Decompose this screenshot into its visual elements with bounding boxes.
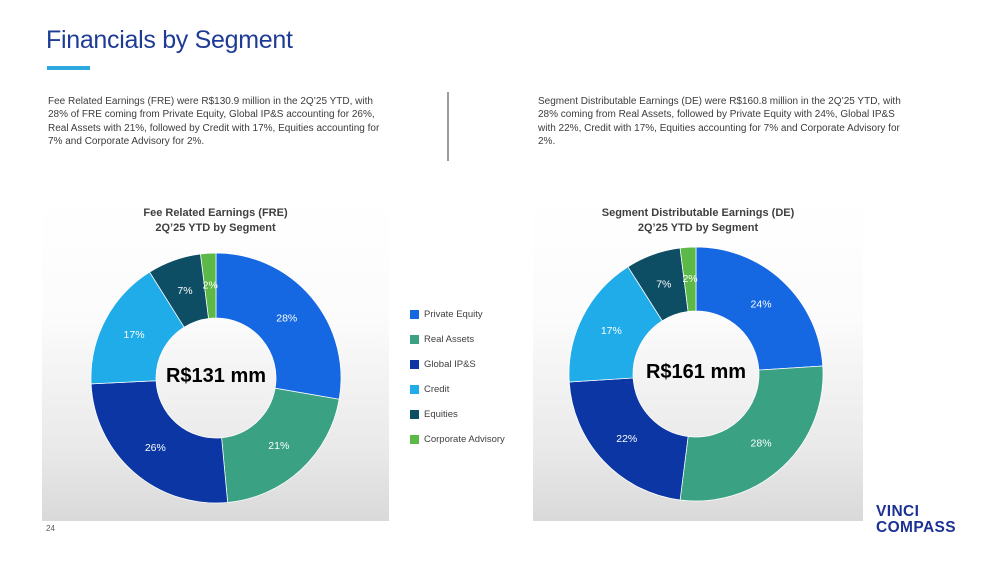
slice-label-equities: 7% [656, 279, 671, 291]
fre-summary-text: Fee Related Earnings (FRE) were R$130.9 … [48, 96, 380, 148]
de-chart-title-line2: 2Q’25 YTD by Segment [637, 222, 759, 234]
de-summary-text: Segment Distributable Earnings (DE) were… [538, 96, 901, 148]
legend-item-equities: Equities [410, 402, 505, 427]
slice-label-credit: 17% [124, 329, 145, 341]
legend-label: Corporate Advisory [424, 434, 505, 445]
donut-slice-real-assets [221, 387, 340, 503]
fre-donut: 28% 21% 26% 17% 7% 2% [90, 252, 342, 504]
legend-swatch-icon [410, 310, 419, 319]
vinci-compass-logo: VINCI COMPASS [876, 504, 956, 536]
slice-label-equities: 7% [177, 285, 192, 297]
fre-chart-title-line2: 2Q’25 YTD by Segment [155, 222, 276, 234]
slice-label-corporate-advisory: 2% [203, 280, 218, 292]
donut-slice-global-ip-s [90, 380, 229, 504]
donut-slice-credit [90, 271, 185, 385]
de-chart-title: Segment Distributable Earnings (DE) 2Q’2… [533, 206, 863, 236]
legend-label: Equities [424, 409, 458, 420]
title-accent-underline [47, 66, 90, 70]
legend-item-global-ip-s: Global IP&S [410, 352, 505, 377]
donut-slice-global-ip-s [568, 377, 689, 501]
fre-chart-title: Fee Related Earnings (FRE) 2Q’25 YTD by … [42, 206, 389, 236]
slice-label-global-ip-s: 26% [145, 442, 166, 454]
logo-line-vinci: VINCI [876, 503, 920, 520]
legend-item-credit: Credit [410, 377, 505, 402]
fre-chart-panel: Fee Related Earnings (FRE) 2Q’25 YTD by … [42, 200, 389, 521]
fre-donut-center-total: R$131 mm [165, 365, 267, 387]
de-chart-panel: Segment Distributable Earnings (DE) 2Q’2… [533, 200, 863, 521]
legend-item-real-assets: Real Assets [410, 327, 505, 352]
chart-legend: Private Equity Real Assets Global IP&S Cred… [410, 302, 505, 452]
legend-item-corporate-advisory: Corporate Advisory [410, 427, 505, 452]
legend-label: Credit [424, 384, 450, 395]
donut-slice-private-equity [695, 246, 824, 371]
legend-label: Private Equity [424, 309, 483, 320]
de-donut: 24% 28% 22% 17% 7% 2% [568, 246, 824, 502]
slice-label-real-assets: 21% [268, 440, 289, 452]
slice-label-global-ip-s: 22% [616, 433, 637, 445]
page-number: 24 [46, 524, 55, 533]
legend-swatch-icon [410, 410, 419, 419]
legend-item-private-equity: Private Equity [410, 302, 505, 327]
slice-label-private-equity: 28% [276, 312, 297, 324]
logo-line-compass: COMPASS [876, 519, 957, 536]
slice-label-private-equity: 24% [751, 299, 772, 311]
slice-label-real-assets: 28% [751, 437, 772, 449]
donut-slice-corporate-advisory [200, 252, 217, 319]
legend-swatch-icon [410, 360, 419, 369]
summary-divider [447, 92, 449, 161]
legend-label: Global IP&S [424, 359, 476, 370]
de-donut-center-total: R$161 mm [645, 361, 747, 383]
slice-label-corporate-advisory: 2% [682, 273, 697, 285]
legend-swatch-icon [410, 435, 419, 444]
legend-swatch-icon [410, 335, 419, 344]
legend-label: Real Assets [424, 334, 475, 345]
fre-chart-title-line1: Fee Related Earnings (FRE) [143, 207, 288, 219]
slice-label-credit: 17% [601, 325, 622, 337]
donut-slice-corporate-advisory [679, 246, 697, 312]
page-title: Financials by Segment [46, 26, 293, 54]
donut-slice-real-assets [679, 365, 824, 502]
legend-swatch-icon [410, 385, 419, 394]
de-chart-title-line1: Segment Distributable Earnings (DE) [601, 207, 795, 219]
donut-slice-private-equity [215, 252, 342, 400]
